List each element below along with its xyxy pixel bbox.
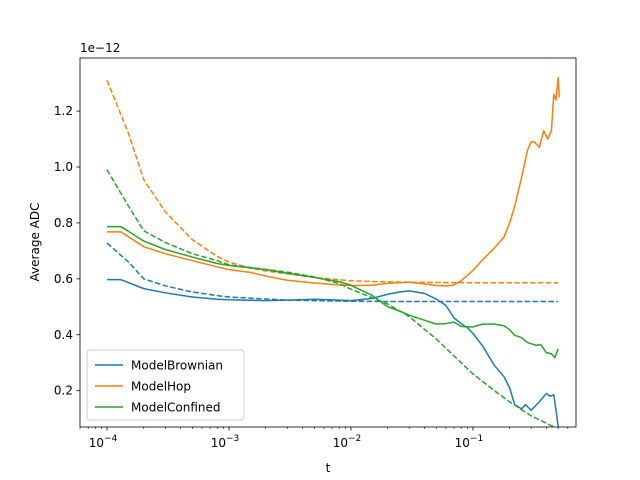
y-tick-label: 0.8 (54, 216, 73, 230)
y-tick-label: 0.2 (54, 384, 73, 398)
x-tick-label: 10−3 (211, 434, 240, 450)
series-line-modelconfined-dashed (106, 169, 556, 427)
legend-box (86, 349, 245, 421)
legend-entry-label: ModelBrownian (131, 359, 223, 373)
y-axis: 0.2 0.4 0.6 0.8 1.0 1.2 (54, 104, 80, 398)
plot-frame (79, 57, 577, 428)
legend-entry-label: ModelConfined (131, 401, 221, 415)
x-tick-label: 10−1 (455, 434, 484, 450)
legend: ModelBrownian ModelHop ModelConfined (86, 349, 245, 421)
x-tick-label: 10−2 (333, 434, 362, 450)
y-tick-label: 1.2 (54, 104, 73, 118)
y-tick-label: 0.4 (54, 328, 73, 342)
series-line-modelbrownian-solid (107, 278, 559, 427)
series-layer (106, 76, 560, 427)
x-tick-label: 10−4 (89, 434, 118, 450)
y-axis-label: Average ADC (28, 203, 42, 282)
y-tick-label: 1.0 (54, 160, 73, 174)
y-multiplier-label: 1e−12 (80, 41, 120, 55)
legend-entry-label: ModelHop (131, 380, 191, 394)
x-axis-label: t (326, 461, 331, 475)
series-line-modelhop-dashed (106, 80, 559, 284)
y-tick-label: 0.6 (54, 272, 73, 286)
x-axis: 10−4 10−3 10−2 10−1 (79, 427, 569, 450)
series-line-modelhop-solid (107, 76, 560, 287)
series-line-modelbrownian-dashed (106, 242, 559, 303)
